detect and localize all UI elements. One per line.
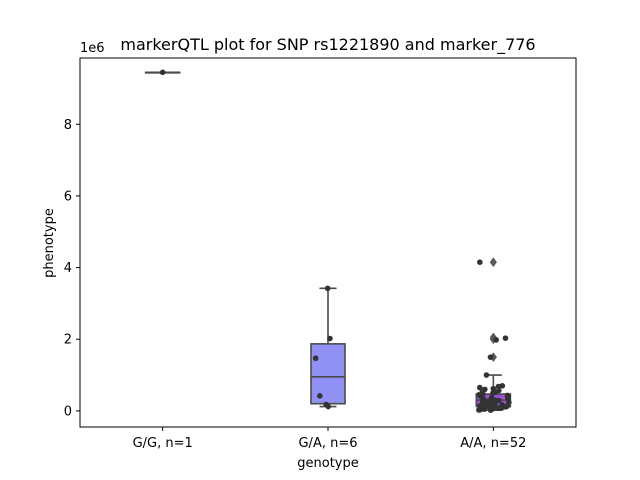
box-group-1 xyxy=(144,69,181,76)
data-point xyxy=(490,390,496,396)
data-point xyxy=(495,405,502,412)
x-tick-label: A/A, n=52 xyxy=(460,436,526,451)
y-tick-label: 4 xyxy=(64,261,72,276)
data-point xyxy=(477,259,483,266)
data-point xyxy=(327,335,333,342)
data-point xyxy=(324,285,331,292)
chart-title: markerQTL plot for SNP rs1221890 and mar… xyxy=(120,35,535,55)
box-group-2 xyxy=(310,285,346,410)
y-offset-label: 1e6 xyxy=(80,41,105,56)
y-tick-label: 8 xyxy=(64,118,72,133)
data-point xyxy=(502,335,509,341)
y-axis-label: phenotype xyxy=(42,208,57,278)
y-tick-label: 2 xyxy=(64,333,72,348)
y-tick-label: 6 xyxy=(64,189,72,204)
data-point xyxy=(481,406,488,412)
data-point xyxy=(159,69,166,76)
box-group-3 xyxy=(475,257,512,413)
data-point xyxy=(317,393,323,399)
data-point xyxy=(312,355,319,362)
x-tick-label: G/A, n=6 xyxy=(298,436,357,451)
plot-area xyxy=(144,69,512,413)
x-axis-label: genotype xyxy=(297,456,358,471)
data-point xyxy=(487,407,494,413)
data-point xyxy=(476,407,482,413)
box-flier xyxy=(489,257,498,268)
data-point xyxy=(483,372,490,378)
data-point xyxy=(496,397,502,404)
box-iqr xyxy=(310,343,346,405)
x-tick-label: G/G, n=1 xyxy=(133,436,193,451)
data-point xyxy=(493,337,499,343)
data-point xyxy=(487,354,494,360)
data-point xyxy=(325,403,332,410)
y-tick-label: 0 xyxy=(64,404,72,419)
